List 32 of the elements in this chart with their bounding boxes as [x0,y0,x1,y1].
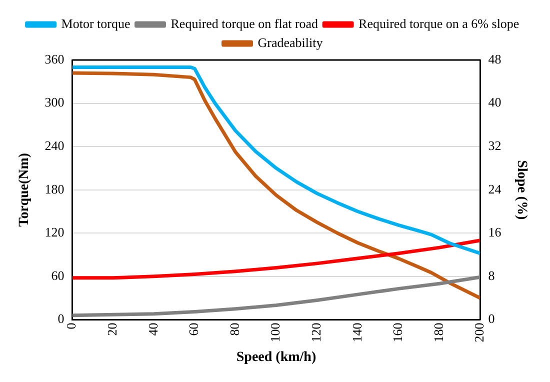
x-tick-label: 140 [349,322,364,342]
y-tick-label: 0 [58,311,64,326]
x-tick-label: 0 [64,322,79,330]
y2-tick-label: 32 [488,138,502,153]
y2-tick-label: 0 [488,311,495,326]
legend-label: Required torque on flat road [170,16,319,31]
y2-tick-label: 8 [488,268,495,283]
legend-label: Gradeability [258,34,324,50]
y2-tick-label: 40 [488,94,502,110]
legend-label: Motor torque [61,16,130,31]
y2-tick-label: 24 [488,181,502,196]
y2-tick-label: 48 [488,51,502,66]
x-tick-label: 160 [390,322,406,342]
x-axis-title: Speed (km/h) [236,350,316,366]
y2-axis-title: Slope (%) [514,160,529,220]
y-tick-label: 360 [44,51,64,66]
y-axis-title: Torque(Nm) [17,152,32,227]
x-tick-label: 120 [308,322,324,342]
y-tick-label: 240 [44,138,64,153]
x-tick-label: 60 [186,322,202,336]
x-tick-label: 80 [226,322,242,336]
y2-tick-label: 16 [488,224,502,240]
x-tick-label: 20 [104,322,120,336]
y-tick-label: 180 [44,181,64,196]
x-tick-label: 180 [430,322,446,342]
legend-label: Required torque on a 6% slope [358,16,520,31]
x-tick-label: 40 [145,322,160,336]
x-tick-label: 100 [268,322,283,342]
y-tick-label: 60 [51,268,64,283]
y-tick-label: 300 [44,94,64,110]
x-tick-label: 200 [472,322,487,342]
y-tick-label: 120 [44,224,64,240]
